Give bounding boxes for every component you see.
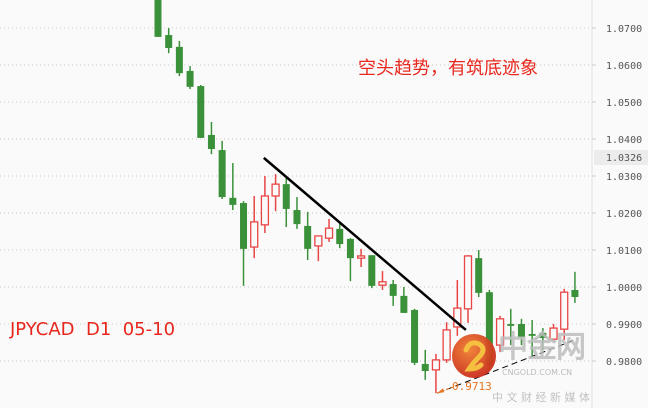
support-trendline — [436, 339, 576, 394]
candle-body — [207, 134, 215, 149]
candle-body — [186, 70, 194, 87]
watermark-tagline: 中 文 财 经 新 媒 体 — [492, 391, 590, 404]
resistance-trendline — [263, 156, 467, 331]
candle-body — [154, 0, 162, 37]
y-tick-label: 1.0500 — [606, 98, 642, 109]
candle-body — [411, 309, 419, 363]
symbol-label: JPYCAD D1 05-10 — [10, 319, 176, 340]
candle-body — [368, 255, 376, 286]
candle-body — [240, 203, 248, 249]
candle-body — [197, 86, 205, 138]
candle-body — [314, 235, 323, 247]
current-price-label: 1.0326 — [606, 153, 642, 164]
y-tick-label: 1.0000 — [606, 283, 642, 294]
candle-body — [175, 46, 183, 74]
candle-body — [356, 255, 366, 259]
candle-body — [475, 258, 483, 293]
candle-body — [442, 329, 451, 361]
candle-body — [293, 210, 301, 225]
candle-body — [282, 184, 290, 209]
candle-body — [571, 289, 579, 297]
candle-body — [271, 183, 280, 197]
y-tick-label: 0.9900 — [606, 320, 642, 331]
y-tick-label: 1.0200 — [606, 209, 642, 220]
candle-body — [463, 255, 473, 310]
candle-body — [378, 281, 387, 286]
candle-body — [260, 195, 270, 226]
chart-annotation: 空头趋势，有筑底迹象 — [358, 58, 538, 79]
candle-body — [304, 225, 312, 249]
current-price-box — [594, 150, 648, 165]
candle-body — [165, 35, 173, 48]
candle-body — [421, 363, 429, 371]
candle-body — [507, 324, 515, 326]
y-tick-label: 1.0700 — [606, 24, 642, 35]
watermark-brand: 中金网 — [498, 330, 586, 365]
candle-body — [495, 318, 505, 346]
y-tick-label: 0.9800 — [606, 357, 642, 368]
candle-body — [485, 292, 493, 366]
candle-body — [517, 324, 525, 337]
candle-body — [400, 295, 408, 313]
y-tick-label: 1.0600 — [606, 61, 642, 72]
candle-body — [389, 284, 397, 296]
candle-body — [324, 227, 334, 239]
y-tick-label: 1.0100 — [606, 246, 642, 257]
watermark-domain: CNGOLD.COM.CN — [502, 368, 573, 377]
candle-body — [346, 238, 354, 259]
y-tick-label: 1.0300 — [606, 172, 642, 183]
candle-body — [539, 332, 547, 339]
candle-body — [229, 197, 237, 205]
y-tick-label: 1.0400 — [606, 135, 642, 146]
candle-body — [549, 327, 558, 340]
low-price-label: 0.9713 — [452, 380, 492, 393]
candle-body — [218, 150, 226, 198]
candle-body — [560, 291, 569, 330]
candle-body — [431, 359, 441, 371]
arrow-head-icon — [437, 388, 445, 394]
candle-body — [453, 307, 462, 328]
candle-body — [250, 221, 259, 248]
candle-body — [336, 228, 344, 245]
candle-body — [528, 333, 536, 336]
